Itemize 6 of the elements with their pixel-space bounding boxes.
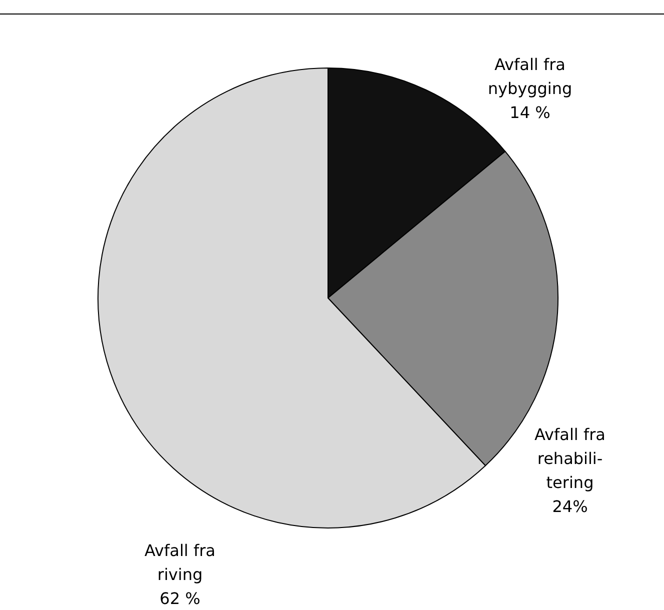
- slice-label: Avfall fra nybygging: [488, 55, 572, 98]
- slice-label: Avfall fra rehabili- tering: [534, 425, 606, 492]
- data-label: 14 %: [510, 103, 550, 122]
- data-label: 24%: [552, 497, 588, 516]
- slice-label: Avfall fra riving: [144, 541, 216, 584]
- data-label: 62 %: [160, 589, 200, 608]
